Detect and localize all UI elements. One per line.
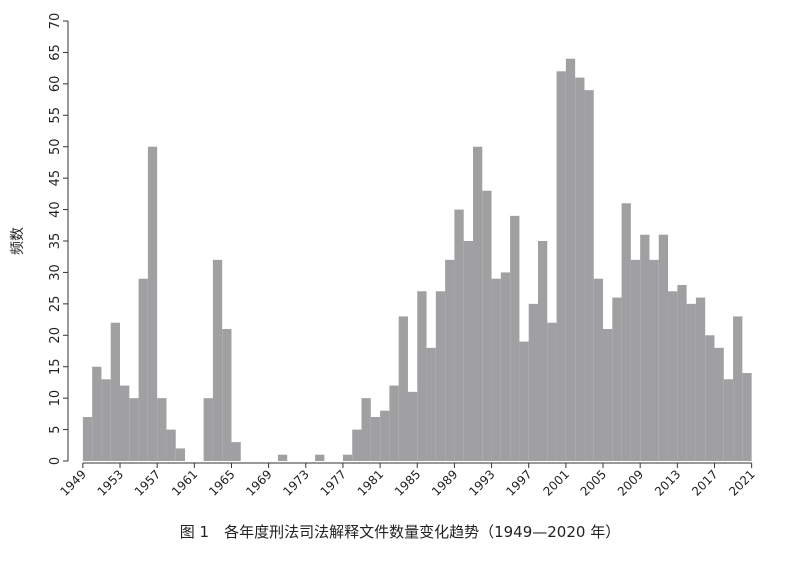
y-tick-label: 25 — [48, 296, 63, 313]
x-tick-label: 1957 — [132, 467, 163, 498]
y-tick-label: 40 — [48, 201, 63, 218]
bar — [426, 347, 436, 461]
bar — [231, 442, 241, 461]
bar — [435, 291, 446, 461]
bar — [82, 417, 93, 461]
bar — [129, 398, 139, 461]
y-tick-label: 35 — [48, 233, 63, 250]
y-tick-label: 30 — [48, 264, 63, 281]
y-tick-label: 65 — [48, 44, 63, 61]
bar — [482, 190, 492, 461]
x-tick-label: 1977 — [318, 467, 349, 498]
bar — [138, 278, 148, 461]
bar — [342, 454, 353, 461]
bar — [175, 448, 186, 461]
y-axis-label: 频数 — [10, 227, 26, 255]
x-tick-label: 1997 — [503, 467, 534, 498]
y-tick-label: 5 — [48, 425, 63, 433]
y-tick-label: 45 — [48, 170, 63, 187]
y-tick-label: 15 — [48, 358, 63, 375]
bar — [370, 417, 381, 461]
bar — [649, 259, 659, 461]
bar — [212, 259, 223, 461]
x-tick-label: 2013 — [652, 467, 683, 498]
bar — [389, 385, 399, 461]
bar — [547, 322, 557, 461]
bar — [686, 303, 696, 461]
bar — [593, 278, 604, 461]
bar — [380, 410, 390, 461]
bar — [147, 146, 158, 461]
bar — [510, 215, 520, 461]
bar — [101, 379, 111, 461]
bar — [203, 398, 213, 461]
bar — [621, 203, 631, 462]
bar — [584, 90, 594, 462]
y-tick-label: 60 — [48, 76, 63, 93]
y-tick-label: 50 — [48, 138, 63, 155]
bar — [361, 398, 371, 461]
bar — [491, 278, 501, 461]
bar — [463, 241, 473, 461]
x-tick-label: 1985 — [392, 467, 423, 498]
x-tick-label: 2001 — [540, 467, 571, 498]
x-tick-label: 1973 — [280, 467, 311, 498]
bar — [352, 429, 362, 461]
x-tick-label: 2017 — [689, 467, 720, 498]
bar — [445, 259, 455, 461]
x-tick-label: 1961 — [169, 467, 200, 498]
bar — [612, 297, 622, 461]
bar — [519, 341, 529, 461]
bar — [538, 241, 548, 461]
caption: 图 1 各年度刑法司法解释文件数量变化趋势（1949—2020 年） — [180, 523, 620, 541]
bar — [742, 373, 752, 461]
y-tick-label: 20 — [48, 327, 63, 344]
x-tick-label: 2021 — [726, 467, 757, 498]
bar — [677, 285, 687, 461]
bar — [714, 347, 724, 461]
bar — [315, 454, 325, 461]
bar — [472, 146, 483, 461]
x-tick-label: 1953 — [95, 467, 126, 498]
bar — [166, 429, 176, 461]
bar — [528, 303, 539, 461]
bar — [565, 58, 576, 461]
bar — [500, 272, 511, 461]
y-tick-label: 55 — [48, 107, 63, 124]
bar — [668, 291, 678, 461]
bar — [575, 77, 585, 462]
bar — [695, 297, 706, 461]
bar — [733, 316, 743, 461]
bar — [407, 391, 418, 461]
x-tick-label: 1949 — [57, 467, 88, 498]
x-tick-label: 1989 — [429, 467, 460, 498]
bar — [630, 259, 641, 461]
bar — [705, 335, 715, 461]
x-tick-label: 1993 — [466, 467, 497, 498]
bar — [640, 234, 650, 461]
bar — [120, 385, 130, 461]
bar — [417, 291, 427, 461]
bar — [603, 329, 613, 461]
bar — [110, 322, 121, 461]
bar — [157, 398, 167, 461]
bar — [222, 329, 232, 461]
x-tick-label: 2009 — [615, 467, 646, 498]
bar — [398, 316, 408, 461]
x-tick-label: 2005 — [578, 467, 609, 498]
bar — [658, 234, 669, 461]
y-tick-label: 70 — [48, 13, 63, 30]
x-tick-label: 1981 — [355, 467, 386, 498]
y-tick-label: 10 — [48, 390, 63, 407]
bar — [723, 379, 734, 461]
x-tick-label: 1965 — [206, 467, 237, 498]
bar — [454, 209, 464, 461]
x-tick-label: 1969 — [243, 467, 274, 498]
bar — [277, 454, 288, 461]
bar — [556, 71, 566, 462]
y-tick-label: 0 — [48, 457, 63, 465]
bar — [92, 366, 102, 461]
